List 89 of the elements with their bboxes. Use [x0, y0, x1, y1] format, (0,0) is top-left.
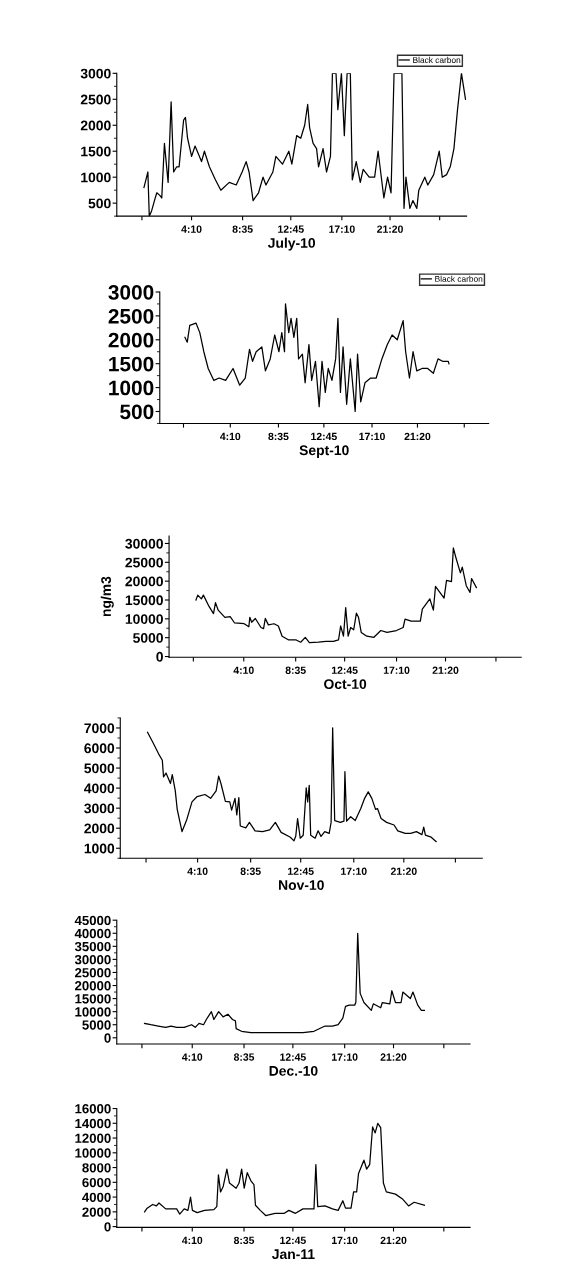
x-tick-label: 4:10: [187, 867, 208, 875]
x-tick-label: 8:35: [232, 225, 253, 233]
y-tick-label: 3000: [108, 284, 154, 300]
y-tick-label: 2000: [80, 120, 111, 131]
y-tick-label: 10000: [75, 1007, 111, 1017]
y-tick-label: 1500: [109, 356, 154, 372]
x-tick-label: 8:35: [268, 432, 289, 441]
x-tick-label: 8:35: [233, 1236, 255, 1245]
y-tick-label: 0: [104, 1222, 111, 1232]
x-tick-label: 8:35: [233, 1053, 255, 1061]
y-tick-label: 25000: [75, 968, 111, 978]
y-tick-label: 500: [88, 198, 111, 209]
x-tick-label: 8:35: [240, 867, 261, 875]
y-tick-label: 3000: [84, 803, 115, 814]
x-tick-label: 21:20: [432, 666, 459, 674]
y-tick-label: 4000: [84, 783, 115, 794]
x-tick-label: 4:10: [181, 1236, 203, 1245]
y-tick-label: 6000: [84, 743, 115, 754]
x-tick-label: 12:45: [331, 666, 358, 674]
x-tick-label: 17:10: [332, 1236, 358, 1245]
y-tick-label: 5000: [82, 1020, 111, 1030]
y-tick-label: 8000: [82, 1163, 111, 1173]
x-tick-label: 17:10: [359, 432, 385, 441]
y-tick-label: 5000: [133, 633, 163, 643]
y-tick-label: 6000: [82, 1177, 111, 1188]
x-tick-label: 12:45: [280, 1236, 306, 1245]
x-tick-label: 21:20: [390, 867, 417, 875]
y-tick-label: 1500: [81, 146, 111, 157]
x-axis-title: July-10: [267, 237, 316, 251]
y-tick-label: 2000: [108, 332, 154, 348]
y-tick-label: 16000: [75, 1104, 111, 1114]
y-tick-label: 45000: [74, 915, 111, 926]
x-tick-label: 17:10: [329, 225, 355, 233]
x-tick-label: 21:20: [377, 225, 403, 233]
x-tick-label: 8:35: [285, 666, 306, 674]
y-tick-label: 20000: [125, 576, 163, 587]
y-tick-label: 0: [104, 1033, 111, 1043]
y-tick-label: 0: [156, 651, 163, 662]
x-tick-label: 17:10: [332, 1053, 358, 1061]
y-tick-label: 1000: [81, 172, 111, 183]
y-tick-label: 1000: [109, 380, 154, 396]
line-series: [195, 547, 478, 644]
y-tick-label: 15000: [75, 994, 111, 1004]
y-tick-label: 2000: [84, 823, 115, 834]
x-tick-label: 12:45: [278, 225, 304, 233]
line-series: [146, 727, 437, 843]
x-tick-label: 17:10: [383, 666, 410, 674]
y-tick-label: 2500: [108, 308, 154, 324]
y-tick-label: 14000: [75, 1118, 111, 1129]
y-tick-label: 4000: [82, 1192, 111, 1202]
x-tick-label: 17:10: [341, 867, 367, 875]
x-axis-title: Oct-10: [324, 679, 367, 689]
line-series: [143, 1122, 426, 1217]
x-tick-label: 12:45: [311, 432, 337, 441]
y-tick-label: 2000: [82, 1207, 111, 1217]
y-tick-label: 10000: [75, 1148, 111, 1158]
x-tick-label: 21:20: [404, 432, 431, 441]
y-tick-label: 3000: [80, 68, 111, 79]
x-axis-title: Dec.-10: [269, 1065, 318, 1076]
line-series: [143, 932, 426, 1034]
y-tick-label: 10000: [125, 614, 163, 625]
x-tick-label: 21:20: [380, 1053, 407, 1061]
x-axis-title: Sept-10: [299, 445, 349, 458]
y-tick-label: 25000: [125, 557, 163, 568]
x-tick-label: 4:10: [220, 432, 241, 441]
x-axis-title: Nov-10: [279, 880, 324, 890]
y-tick-label: 5000: [84, 763, 115, 774]
legend-label: Black carbon: [435, 275, 483, 282]
line-series: [184, 303, 450, 413]
y-tick-label: 15000: [125, 595, 163, 606]
y-axis-title: ng/m3: [100, 576, 114, 617]
legend-label: Black carbon: [413, 56, 461, 63]
y-tick-label: 500: [120, 404, 154, 420]
y-tick-label: 40000: [74, 928, 111, 939]
y-tick-label: 20000: [75, 981, 111, 991]
y-tick-label: 12000: [75, 1133, 111, 1143]
x-tick-label: 4:10: [233, 666, 254, 674]
x-tick-label: 21:20: [380, 1236, 407, 1245]
y-tick-label: 35000: [74, 941, 111, 952]
x-tick-label: 4:10: [181, 1053, 203, 1061]
y-tick-label: 1000: [84, 843, 115, 854]
x-tick-label: 12:45: [280, 1053, 306, 1061]
y-tick-label: 30000: [125, 538, 163, 549]
x-tick-label: 12:45: [288, 867, 314, 875]
y-tick-label: 30000: [74, 954, 111, 965]
x-tick-label: 4:10: [181, 225, 202, 233]
x-axis-title: Jan-11: [272, 1249, 315, 1260]
y-tick-label: 2500: [80, 94, 111, 105]
y-tick-label: 7000: [84, 723, 115, 734]
